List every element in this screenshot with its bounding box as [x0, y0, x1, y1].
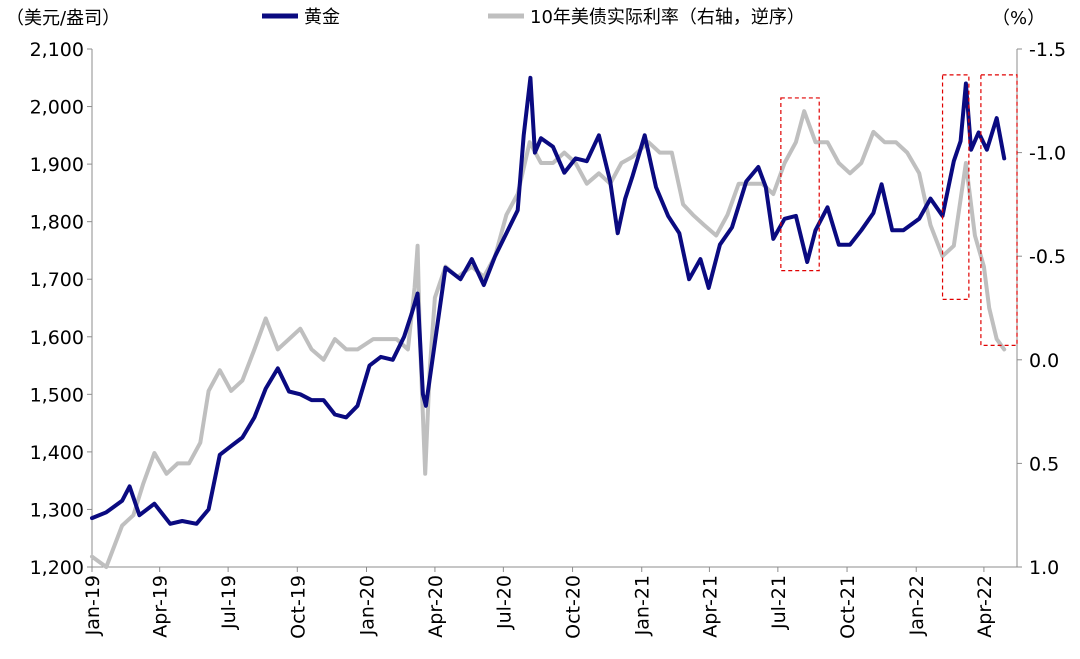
x-tick-label: Jul-21 [768, 575, 790, 630]
left-tick-label: 1,500 [30, 384, 84, 406]
x-tick-label: Oct-20 [563, 575, 585, 639]
left-tick-label: 1,800 [30, 212, 84, 234]
series-lines [90, 75, 1007, 569]
x-tick-label: Apr-19 [150, 575, 172, 638]
x-tick-label: Oct-19 [287, 575, 309, 639]
left-tick-label: 1,400 [30, 442, 84, 464]
right-tick-label: 1.0 [1029, 557, 1059, 579]
legend-label-gold: 黄金 [304, 7, 340, 28]
highlight-box-3 [980, 74, 1018, 347]
axes: 1,200 1,300 1,400 1,500 1,600 1,700 1,800 1,900… [30, 39, 1066, 639]
left-tick-label: 2,100 [30, 39, 84, 61]
x-tick-label: Jan-20 [356, 575, 378, 636]
x-tick-label: Jan-19 [82, 575, 104, 636]
left-axis-unit: （美元/盎司） [6, 8, 120, 29]
series-line-gold [90, 75, 1007, 526]
right-tick-label: 0.5 [1029, 453, 1059, 475]
series-line-real-rate [90, 109, 1007, 569]
left-tick-label: 1,900 [30, 154, 84, 176]
x-tick-label: Apr-22 [974, 575, 996, 638]
right-tick-label: -1.5 [1029, 39, 1066, 61]
x-tick-label: Apr-20 [425, 575, 447, 638]
highlight-boxes [780, 74, 1018, 347]
right-axis-unit: （%） [992, 8, 1045, 29]
x-tick-label: Jul-19 [218, 575, 240, 630]
left-tick-label: 1,200 [30, 557, 84, 579]
right-tick-label: -0.5 [1029, 246, 1066, 268]
legend: 黄金 10年美债实际利率（右轴，逆序） [262, 7, 805, 28]
x-tick-label: Oct-21 [837, 575, 859, 639]
right-tick-label: 0.0 [1029, 350, 1059, 372]
legend-label-real-rate: 10年美债实际利率（右轴，逆序） [530, 7, 805, 28]
left-tick-label: 2,000 [30, 97, 84, 119]
left-tick-label: 1,700 [30, 269, 84, 291]
x-tick-label: Jan-21 [632, 575, 654, 636]
left-tick-label: 1,600 [30, 327, 84, 349]
x-tick-label: Apr-21 [699, 575, 721, 638]
left-tick-label: 1,300 [30, 499, 84, 521]
x-tick-label: Jul-20 [493, 575, 515, 630]
right-tick-label: -1.0 [1029, 143, 1066, 165]
x-tick-label: Jan-22 [906, 575, 928, 636]
